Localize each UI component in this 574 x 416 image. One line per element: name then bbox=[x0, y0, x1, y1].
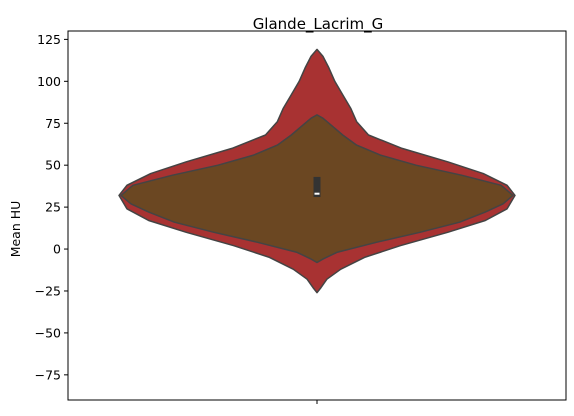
y-tick-label: 75 bbox=[45, 116, 61, 131]
y-tick-label: −25 bbox=[35, 283, 61, 298]
y-tick-label: −75 bbox=[35, 367, 61, 382]
y-tick-label: 0 bbox=[53, 242, 61, 257]
plot-area bbox=[118, 48, 516, 294]
chart-title: Glande_Lacrim_G bbox=[253, 15, 384, 34]
iqr-box bbox=[313, 176, 321, 198]
y-tick-label: 50 bbox=[45, 158, 61, 173]
y-tick-label: 100 bbox=[37, 74, 61, 89]
y-tick-label: 25 bbox=[45, 200, 61, 215]
y-axis: −75 −50 −25 0 25 50 75 100 125 bbox=[35, 32, 68, 382]
y-tick-label: 125 bbox=[37, 32, 61, 47]
median-marker bbox=[314, 192, 320, 195]
y-axis-label: Mean HU bbox=[8, 201, 23, 258]
y-tick-label: −50 bbox=[35, 325, 61, 340]
